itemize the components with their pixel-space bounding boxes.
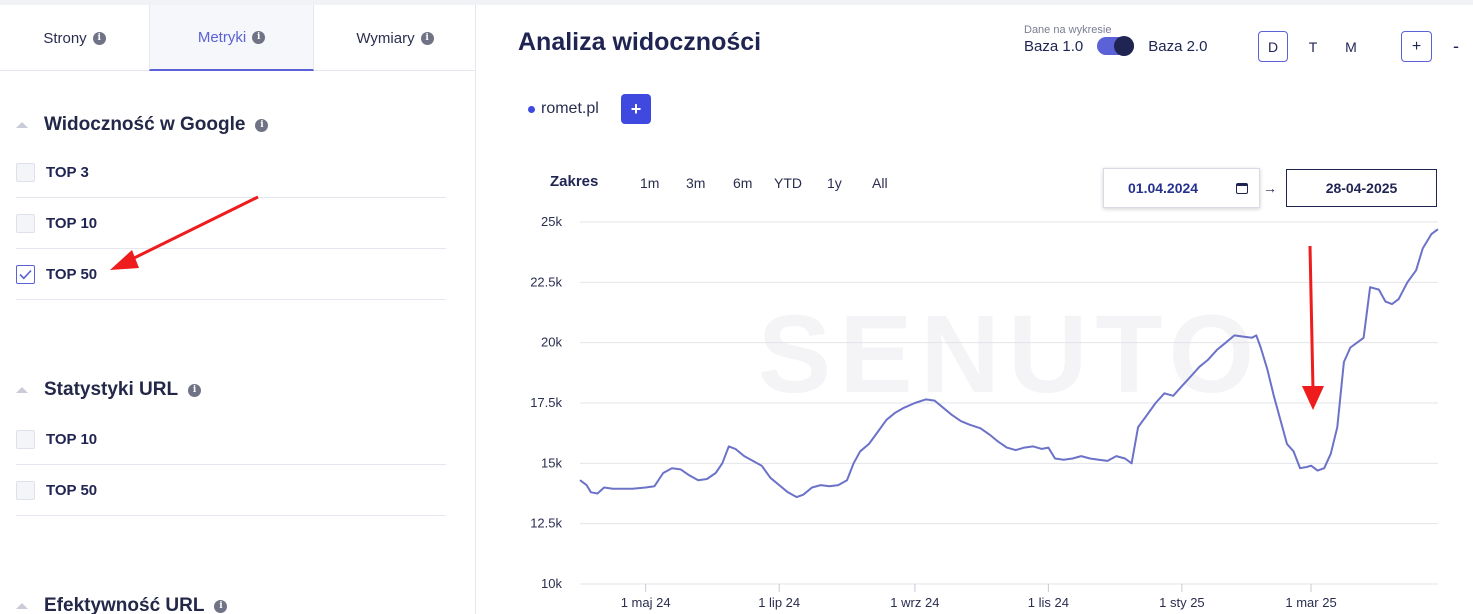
- metric-row-url-top10[interactable]: TOP 10: [16, 415, 446, 465]
- domain-name: romet.pl: [541, 100, 599, 117]
- section-widocznosc-w-google[interactable]: Widoczność w Google i: [16, 114, 269, 136]
- metric-label: TOP 50: [46, 482, 98, 499]
- checkmark-icon: [19, 269, 32, 280]
- baza-switch[interactable]: [1097, 36, 1135, 56]
- x-tick-label: 1 mar 25: [1285, 595, 1336, 610]
- sidebar-tabs: Strony i Metryki i Wymiary i: [0, 5, 476, 71]
- collapse-caret-icon[interactable]: [16, 387, 28, 393]
- annotation-arrow-shaft: [1308, 245, 1315, 391]
- calendar-icon[interactable]: [1236, 183, 1248, 194]
- metric-row-top10[interactable]: TOP 10: [16, 199, 446, 249]
- y-tick-label: 25k: [541, 214, 562, 229]
- range-arrow: →: [1263, 180, 1277, 196]
- add-domain-button[interactable]: +: [621, 94, 651, 124]
- toggle-right-label: Baza 2.0: [1148, 37, 1208, 55]
- checkbox[interactable]: [16, 214, 35, 233]
- section-title: Efektywność URL: [44, 595, 205, 614]
- y-tick-label: 22.5k: [530, 274, 562, 289]
- domain-legend-item[interactable]: romet.pl: [528, 100, 599, 118]
- collapse-caret-icon[interactable]: [16, 122, 28, 128]
- tab-label: Metryki: [197, 28, 247, 46]
- y-tick-label: 15k: [541, 455, 562, 470]
- switch-knob: [1114, 36, 1135, 56]
- x-tick-label: 1 lis 24: [1028, 595, 1069, 610]
- y-tick-label: 17.5k: [530, 395, 562, 410]
- toggle-caption: Dane na wykresie: [1024, 24, 1112, 36]
- watermark: SENUTO: [758, 293, 1262, 416]
- x-tick-label: 1 sty 25: [1159, 595, 1205, 610]
- info-icon[interactable]: i: [92, 31, 106, 45]
- checkbox[interactable]: [16, 481, 35, 500]
- range-ytd-button[interactable]: YTD: [774, 175, 802, 191]
- checkbox[interactable]: [16, 163, 35, 182]
- data-source-toggle: Dane na wykresie Baza 1.0 Baza 2.0: [1024, 24, 1208, 56]
- annotation-arrow-shaft: [125, 195, 259, 264]
- metric-label: TOP 10: [46, 431, 98, 448]
- tab-wymiary[interactable]: Wymiary i: [314, 5, 476, 71]
- range-1y-button[interactable]: 1y: [827, 175, 842, 191]
- info-icon[interactable]: i: [420, 31, 434, 45]
- section-statystyki-url[interactable]: Statystyki URL i: [16, 379, 202, 401]
- info-icon[interactable]: i: [255, 118, 269, 132]
- metrics-sidebar: Strony i Metryki i Wymiary i Widoczność …: [0, 5, 476, 614]
- y-tick-label: 20k: [541, 335, 562, 350]
- metric-label: TOP 3: [46, 164, 89, 181]
- zoom-in-button[interactable]: +: [1401, 31, 1432, 62]
- toggle-left-label: Baza 1.0: [1024, 37, 1084, 55]
- section-efektywnosc-url[interactable]: Efektywność URL i: [16, 595, 228, 614]
- period-month-button[interactable]: M: [1345, 38, 1357, 55]
- range-3m-button[interactable]: 3m: [686, 175, 706, 191]
- info-icon[interactable]: i: [188, 383, 202, 397]
- range-1m-button[interactable]: 1m: [640, 175, 660, 191]
- metric-label: TOP 50: [46, 266, 98, 283]
- zoom-out-button[interactable]: -: [1453, 35, 1459, 56]
- domain-color-dot: [528, 105, 535, 113]
- range-label: Zakres: [550, 173, 599, 190]
- series-line-romet-pl: [579, 228, 1439, 499]
- range-all-button[interactable]: All: [872, 175, 888, 191]
- section-title: Statystyki URL: [44, 379, 179, 400]
- metric-label: TOP 10: [46, 215, 98, 232]
- start-date-value: 01.04.2024: [1128, 180, 1199, 196]
- annotation-arrow-head: [110, 250, 139, 270]
- info-icon[interactable]: i: [214, 599, 228, 613]
- tab-label: Wymiary: [356, 29, 415, 47]
- section-title: Widoczność w Google: [44, 114, 246, 135]
- top-border: [0, 0, 1473, 5]
- start-date-input[interactable]: 01.04.2024: [1103, 168, 1260, 208]
- annotation-arrow-head: [1302, 386, 1324, 410]
- tab-label: Strony: [43, 29, 87, 47]
- range-6m-button[interactable]: 6m: [733, 175, 753, 191]
- metric-row-url-top50[interactable]: TOP 50: [16, 466, 446, 516]
- end-date-input[interactable]: 28-04-2025: [1286, 169, 1437, 207]
- metric-row-top3[interactable]: TOP 3: [16, 148, 446, 198]
- page-title: Analiza widoczności: [518, 28, 762, 56]
- period-day-button[interactable]: D: [1258, 31, 1288, 62]
- x-tick-label: 1 wrz 24: [890, 595, 939, 610]
- checkbox[interactable]: [16, 430, 35, 449]
- tab-strony[interactable]: Strony i: [0, 5, 149, 71]
- metric-row-top50[interactable]: TOP 50: [16, 250, 446, 300]
- checkbox-checked[interactable]: [16, 265, 35, 284]
- period-week-button[interactable]: T: [1308, 38, 1318, 55]
- info-icon[interactable]: i: [252, 30, 266, 44]
- collapse-caret-icon[interactable]: [16, 603, 28, 609]
- y-tick-label: 10k: [541, 576, 562, 591]
- x-tick-label: 1 lip 24: [758, 595, 800, 610]
- tab-metryki[interactable]: Metryki i: [149, 5, 314, 71]
- x-tick-label: 1 maj 24: [621, 595, 671, 610]
- y-tick-label: 12.5k: [530, 516, 562, 531]
